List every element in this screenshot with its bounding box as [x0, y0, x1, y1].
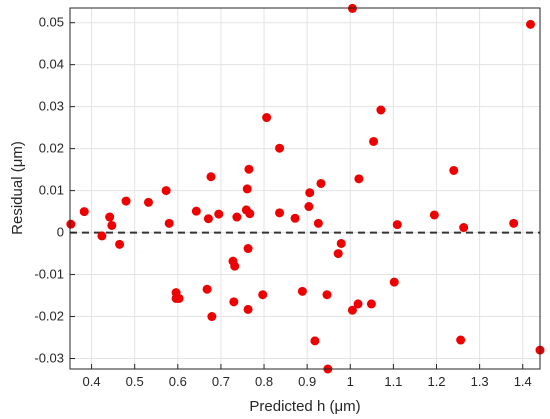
y-tick-label: 0.04	[39, 57, 64, 72]
data-point	[392, 220, 402, 230]
x-tick-label: 1.3	[471, 374, 489, 389]
data-point	[230, 261, 240, 271]
y-tick-label: -0.01	[34, 267, 64, 282]
data-point	[143, 197, 153, 207]
data-point	[316, 178, 326, 188]
y-axis-ticks: -0.03 -0.02 -0.01 0 0.01 0.02 0.03 0.04 0.05	[34, 15, 75, 366]
data-point	[322, 290, 332, 300]
x-tick-label: 0.5	[126, 374, 144, 389]
data-point	[206, 172, 216, 182]
data-point	[191, 206, 201, 216]
data-point	[174, 293, 184, 303]
x-tick-label: 1.1	[384, 374, 402, 389]
data-point	[262, 113, 272, 123]
data-point	[161, 186, 171, 196]
x-tick-label: 1.4	[514, 374, 532, 389]
y-tick-label: 0.02	[39, 141, 64, 156]
data-points	[66, 3, 545, 374]
data-point	[115, 239, 125, 249]
data-point	[354, 174, 364, 184]
y-tick-label: -0.03	[34, 351, 64, 366]
data-point	[305, 188, 315, 198]
y-tick-label: -0.02	[34, 309, 64, 324]
data-point	[243, 244, 253, 254]
data-point	[376, 105, 386, 115]
data-point	[275, 208, 285, 218]
data-point	[79, 207, 89, 217]
data-point	[456, 335, 466, 345]
data-point	[347, 305, 357, 315]
x-axis-label: Predicted h (μm)	[249, 398, 360, 415]
data-point	[366, 299, 376, 309]
x-tick-label: 0.9	[298, 374, 316, 389]
y-tick-label: 0	[57, 225, 64, 240]
data-point	[243, 304, 253, 314]
data-point	[258, 290, 268, 300]
data-point	[459, 223, 469, 233]
data-point	[526, 19, 536, 29]
data-point	[202, 284, 212, 294]
data-point	[203, 214, 213, 224]
x-tick-label: 1.2	[427, 374, 445, 389]
data-point	[97, 231, 107, 241]
data-point	[275, 143, 285, 153]
data-point	[232, 212, 242, 222]
x-tick-label: 0.4	[83, 374, 101, 389]
data-point	[369, 136, 379, 146]
data-point	[245, 209, 255, 219]
data-point	[121, 196, 131, 206]
data-point	[304, 202, 314, 212]
plot-frame	[69, 7, 541, 370]
data-point	[105, 212, 115, 222]
data-point	[164, 218, 174, 228]
data-point	[229, 297, 239, 307]
data-point	[214, 209, 224, 219]
x-tick-label: 1	[347, 374, 354, 389]
data-point	[66, 219, 76, 229]
data-point	[333, 249, 343, 259]
y-tick-label: 0.01	[39, 183, 64, 198]
data-point	[207, 312, 217, 322]
data-point	[244, 164, 254, 174]
data-point	[313, 218, 323, 228]
data-point	[297, 286, 307, 296]
data-point	[310, 336, 320, 346]
x-tick-label: 0.6	[169, 374, 187, 389]
data-point	[509, 218, 519, 228]
y-tick-label: 0.05	[39, 15, 64, 30]
data-point	[107, 220, 117, 230]
x-tick-label: 0.8	[255, 374, 273, 389]
data-point	[429, 210, 439, 220]
data-point	[242, 184, 252, 194]
data-point	[353, 299, 363, 309]
data-point	[389, 277, 399, 287]
y-tick-label: 0.03	[39, 99, 64, 114]
x-tick-label: 0.7	[212, 374, 230, 389]
data-point	[449, 165, 459, 175]
plot-area	[70, 8, 540, 369]
data-point	[336, 238, 346, 248]
x-axis-ticks: 0.4 0.5 0.6 0.7 0.8 0.9 1 1.1 1.2 1.3 1.4	[83, 364, 532, 389]
data-point	[290, 213, 300, 223]
y-axis-label: Residual (μm)	[9, 141, 26, 235]
